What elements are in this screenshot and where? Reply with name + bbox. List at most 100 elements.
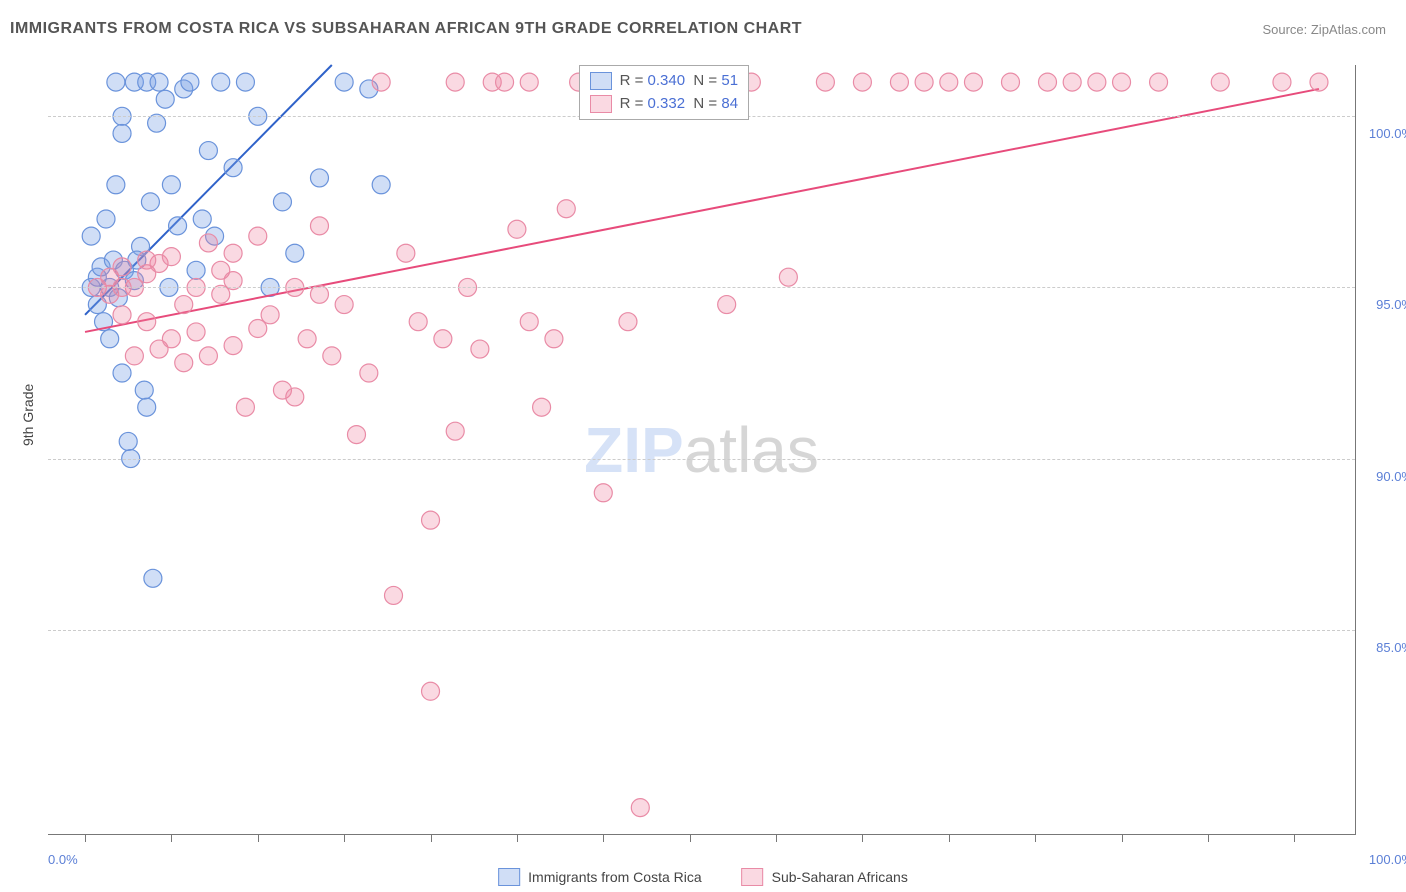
x-tick [1035,834,1036,842]
data-point [199,347,217,365]
data-point [181,73,199,91]
x-tick [776,834,777,842]
data-point [434,330,452,348]
data-point [156,90,174,108]
data-point [1039,73,1057,91]
bottom-legend: Immigrants from Costa Rica Sub-Saharan A… [498,868,908,886]
data-point [310,169,328,187]
data-point [718,296,736,314]
swatch-icon [590,95,612,113]
data-point [138,313,156,331]
data-point [323,347,341,365]
y-tick-label: 100.0% [1369,126,1406,141]
data-point [1113,73,1131,91]
x-tick [431,834,432,842]
gridline [48,630,1355,631]
data-point [175,296,193,314]
data-point [141,193,159,211]
data-point [236,73,254,91]
swatch-subsaharan [742,868,764,886]
y-tick-label: 85.0% [1376,640,1406,655]
data-point [224,159,242,177]
data-point [150,73,168,91]
data-point [101,330,119,348]
x-tick [171,834,172,842]
data-point [107,176,125,194]
data-point [397,244,415,262]
data-point [533,398,551,416]
stats-legend-row: R = 0.332 N = 84 [590,93,738,116]
x-tick [862,834,863,842]
legend-label-costa-rica: Immigrants from Costa Rica [528,869,701,885]
gridline [48,287,1355,288]
data-point [915,73,933,91]
data-point [199,142,217,160]
data-point [199,234,217,252]
source-attribution: Source: ZipAtlas.com [1262,22,1386,37]
data-point [113,124,131,142]
data-point [619,313,637,331]
x-tick [85,834,86,842]
y-tick-label: 90.0% [1376,469,1406,484]
data-point [545,330,563,348]
data-point [890,73,908,91]
chart-title: IMMIGRANTS FROM COSTA RICA VS SUBSAHARAN… [10,20,802,38]
data-point [1310,73,1328,91]
data-point [520,313,538,331]
gridline [48,459,1355,460]
data-point [286,388,304,406]
plot-area: ZIPatlas 85.0%90.0%95.0%100.0%0.0%100.0%… [48,65,1356,835]
data-point [471,340,489,358]
data-point [1088,73,1106,91]
x-tick [344,834,345,842]
data-point [1211,73,1229,91]
data-point [594,484,612,502]
data-point [162,176,180,194]
y-tick-label: 95.0% [1376,297,1406,312]
data-point [187,261,205,279]
data-point [347,426,365,444]
data-point [1063,73,1081,91]
data-point [360,364,378,382]
x-tick [1208,834,1209,842]
y-axis-label: 9th Grade [20,384,36,446]
data-point [169,217,187,235]
data-point [422,682,440,700]
data-point [422,511,440,529]
swatch-costa-rica [498,868,520,886]
data-point [372,176,390,194]
data-point [113,364,131,382]
data-point [162,248,180,266]
trend-line [85,89,1319,332]
data-point [496,73,514,91]
swatch-icon [590,72,612,90]
data-point [310,217,328,235]
data-point [298,330,316,348]
x-tick [258,834,259,842]
data-point [273,193,291,211]
data-point [372,73,390,91]
data-point [779,268,797,286]
data-point [964,73,982,91]
x-tick [1122,834,1123,842]
x-tick-label-left: 0.0% [48,852,78,867]
data-point [286,244,304,262]
data-point [335,73,353,91]
data-point [187,323,205,341]
data-point [119,432,137,450]
data-point [1150,73,1168,91]
x-tick [517,834,518,842]
data-point [1001,73,1019,91]
data-point [557,200,575,218]
data-point [236,398,254,416]
legend-item-subsaharan: Sub-Saharan Africans [742,868,908,886]
data-point [508,220,526,238]
data-point [125,347,143,365]
legend-item-costa-rica: Immigrants from Costa Rica [498,868,701,886]
data-point [82,227,100,245]
legend-label-subsaharan: Sub-Saharan Africans [772,869,908,885]
chart-container: IMMIGRANTS FROM COSTA RICA VS SUBSAHARAN… [0,0,1406,892]
data-point [138,251,156,269]
data-point [97,210,115,228]
data-point [113,258,131,276]
